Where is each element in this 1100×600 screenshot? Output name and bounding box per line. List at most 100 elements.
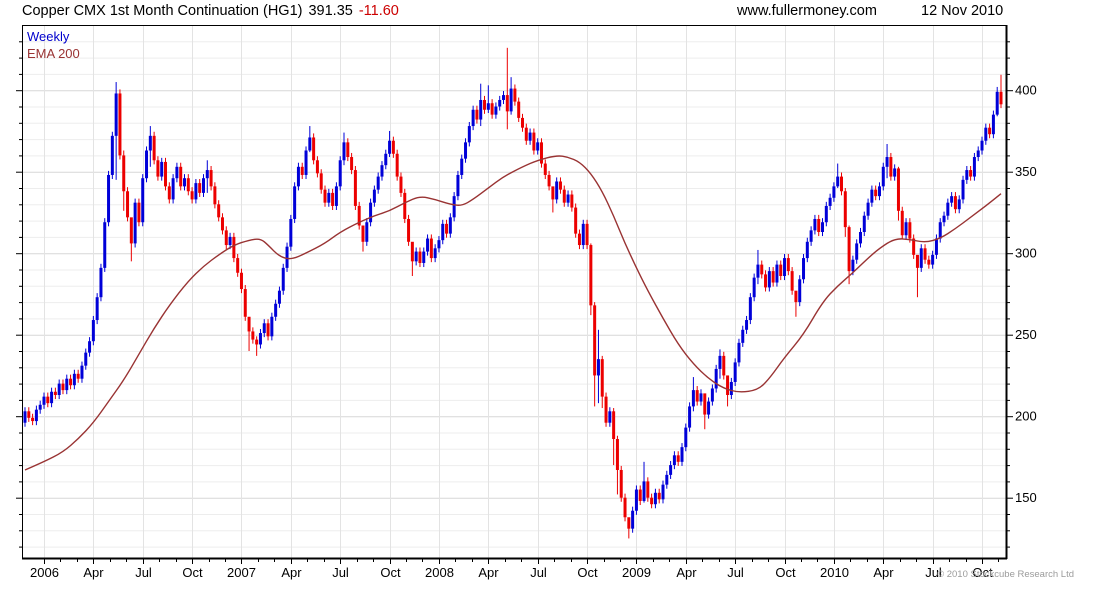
- candle-body: [502, 95, 506, 100]
- candle-body: [247, 316, 251, 332]
- candle-body: [186, 178, 190, 192]
- candle-body: [832, 186, 836, 198]
- candle-body: [745, 320, 749, 330]
- site-link: www.fullermoney.com: [737, 3, 877, 19]
- candle-body: [274, 303, 278, 317]
- candle-body: [843, 191, 847, 228]
- candle-body: [331, 192, 335, 206]
- candle-body: [323, 189, 327, 203]
- candle-body: [764, 274, 768, 288]
- candle-body: [722, 355, 726, 376]
- x-axis-label: Apr: [873, 565, 894, 580]
- candle-body: [38, 404, 42, 410]
- candle-body: [91, 320, 95, 342]
- candle-body: [862, 215, 866, 233]
- candle-body: [304, 150, 308, 175]
- candle-body: [338, 160, 342, 187]
- candle-body: [828, 197, 832, 206]
- candle-body: [437, 240, 441, 249]
- x-axis-label: 2006: [30, 565, 59, 580]
- candle-body: [80, 365, 84, 379]
- candle-body: [999, 91, 1003, 105]
- candle-body: [217, 204, 221, 218]
- candle-body: [376, 176, 380, 190]
- candle-body: [380, 165, 384, 177]
- chart-date: 12 Nov 2010: [921, 3, 1004, 19]
- x-axis-label: 2009: [622, 565, 651, 580]
- candle-body: [908, 222, 912, 239]
- candle-body: [357, 205, 361, 226]
- y-axis-label: 200: [1015, 409, 1037, 424]
- candle-body: [445, 223, 449, 234]
- candle-body: [919, 248, 923, 268]
- candle-body: [46, 396, 50, 404]
- x-axis-label: Apr: [478, 565, 499, 580]
- candle-body: [965, 170, 969, 180]
- candle-body: [148, 135, 152, 151]
- candle-body: [581, 223, 585, 246]
- candle-body: [756, 264, 760, 278]
- candle-body: [281, 267, 285, 291]
- candle-body: [365, 222, 369, 242]
- candle-body: [384, 153, 388, 166]
- candle-body: [885, 157, 889, 167]
- candle-body: [315, 160, 319, 174]
- candle-body: [790, 271, 794, 291]
- candle-body: [505, 95, 509, 112]
- candle-body: [612, 411, 616, 440]
- candle-body: [141, 178, 145, 223]
- candle-body: [369, 202, 373, 223]
- candle-body: [699, 393, 703, 402]
- candle-body: [494, 106, 498, 115]
- price-change: -11.60: [358, 3, 399, 19]
- candle-body: [794, 290, 798, 303]
- candle-body: [646, 481, 650, 498]
- candle-body: [615, 439, 619, 470]
- candle-body: [566, 194, 570, 203]
- candle-body: [961, 179, 965, 200]
- candle-body: [726, 375, 730, 396]
- candle-body: [881, 166, 885, 187]
- candle-body: [53, 391, 57, 396]
- candle-body: [95, 297, 99, 321]
- candle-body: [912, 238, 916, 255]
- candle-body: [114, 93, 118, 136]
- candle-body: [779, 264, 783, 277]
- candle-body: [513, 88, 517, 102]
- candle-body: [539, 142, 543, 164]
- candle-body: [388, 140, 392, 154]
- candle-body: [593, 305, 597, 376]
- candle-body: [183, 178, 187, 187]
- candle-body: [558, 181, 562, 190]
- candle-body: [988, 127, 992, 135]
- candle-body: [839, 176, 843, 192]
- candle-body: [627, 517, 631, 529]
- candle-body: [258, 333, 262, 345]
- candle-body: [619, 469, 623, 498]
- candle-body: [634, 489, 638, 511]
- candle-body: [251, 331, 255, 340]
- candle-body: [205, 170, 209, 179]
- candle-body: [680, 447, 684, 462]
- candle-body: [88, 341, 92, 353]
- candle-body: [296, 166, 300, 187]
- x-axis-label: Apr: [281, 565, 302, 580]
- candle-body: [414, 251, 418, 262]
- candle-body: [236, 258, 240, 273]
- candle-body: [464, 142, 468, 159]
- x-axis-label: Oct: [380, 565, 401, 580]
- candle-body: [72, 373, 76, 386]
- candle-body: [809, 230, 813, 242]
- candle-body: [775, 264, 779, 283]
- candle-body: [915, 254, 919, 268]
- candle-body: [669, 465, 673, 475]
- candle-body: [676, 455, 680, 462]
- candle-body: [771, 271, 775, 283]
- candle-body: [312, 137, 316, 161]
- candle-body: [456, 174, 460, 197]
- candle-body: [904, 222, 908, 236]
- candle-body: [520, 117, 524, 128]
- candle-body: [623, 497, 627, 518]
- candle-body: [441, 223, 445, 241]
